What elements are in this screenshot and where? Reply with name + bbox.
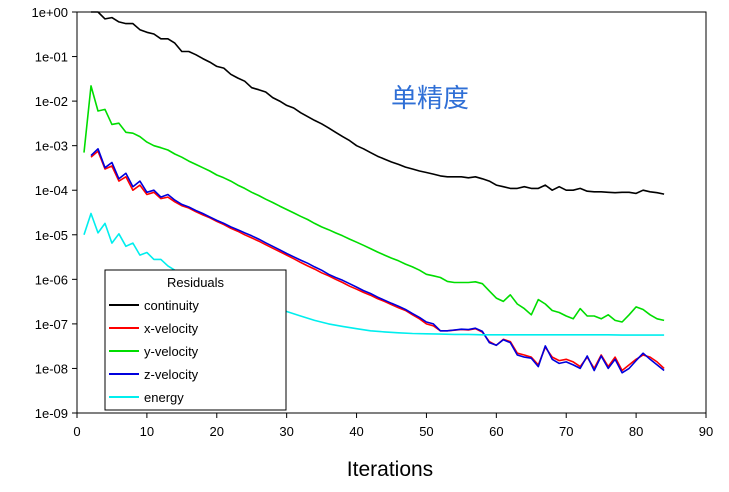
legend-label-z-velocity: z-velocity	[144, 367, 199, 382]
y-tick-label: 1e-05	[35, 228, 68, 243]
legend: Residuals continuity x-velocity y-velocity…	[104, 269, 287, 411]
plot-frame	[76, 11, 707, 414]
series-line-z-velocity	[90, 148, 665, 374]
y-tick-label: 1e-03	[35, 139, 68, 154]
axis-ticks: 0 10 20 30 40 50 60 70 80 90 1e+00 1e-01 1e-02 1e-03 1…	[31, 5, 713, 439]
legend-label-y-velocity: y-velocity	[144, 344, 199, 359]
series-line-continuity	[91, 11, 665, 195]
x-tick-label: 0	[73, 424, 80, 439]
chart-annotation: 单精度	[391, 84, 469, 114]
x-tick-label: 70	[559, 424, 573, 439]
x-tick-label: 40	[349, 424, 363, 439]
y-tick-label: 1e-08	[35, 361, 68, 376]
legend-label-energy: energy	[144, 390, 184, 405]
y-tick-label: 1e-09	[35, 406, 68, 421]
y-tick-label: 1e-01	[35, 50, 68, 65]
legend-label-x-velocity: x-velocity	[144, 321, 199, 336]
x-axis-title: Iterations	[347, 458, 433, 481]
legend-label-continuity: continuity	[144, 298, 199, 313]
legend-box	[104, 269, 287, 411]
x-tick-label: 90	[699, 424, 713, 439]
series-line-y-velocity	[83, 85, 665, 323]
series-layer	[83, 11, 665, 374]
x-tick-label: 60	[489, 424, 503, 439]
x-tick-label: 30	[279, 424, 293, 439]
y-tick-label: 1e+00	[31, 5, 68, 20]
series-line-x-velocity	[90, 150, 665, 372]
x-tick-label: 80	[629, 424, 643, 439]
series-line-energy	[83, 212, 665, 336]
x-tick-label: 10	[140, 424, 154, 439]
y-tick-label: 1e-04	[35, 183, 68, 198]
x-tick-label: 50	[419, 424, 433, 439]
legend-title: Residuals	[167, 275, 225, 290]
y-tick-label: 1e-07	[35, 317, 68, 332]
x-tick-label: 20	[210, 424, 224, 439]
y-tick-label: 1e-02	[35, 94, 68, 109]
y-tick-label: 1e-06	[35, 272, 68, 287]
